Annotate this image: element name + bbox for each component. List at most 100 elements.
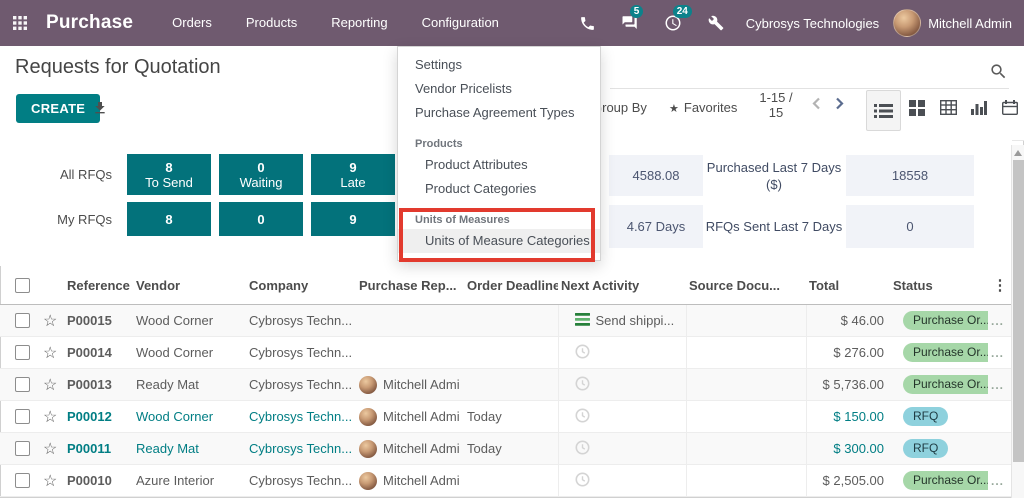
table-row[interactable]: ☆ P00011 Ready Mat Cybrosys Techn... Mitchel…	[0, 432, 1012, 465]
cell-company[interactable]: Cybrosys Techn...	[246, 368, 356, 401]
dropdown-item-vendor-pricelists[interactable]: Vendor Pricelists	[415, 81, 512, 96]
cell-reference[interactable]: P00011	[64, 432, 133, 465]
cell-status[interactable]: Purchase Or...	[890, 464, 988, 497]
cell-total[interactable]: $ 150.00	[805, 400, 890, 433]
cell-status[interactable]: Purchase Or...	[890, 305, 988, 337]
column-header-total[interactable]: Total	[806, 266, 890, 305]
cell-purchase-rep[interactable]	[356, 305, 464, 337]
column-header-purchase-rep[interactable]: Purchase Rep...	[356, 266, 464, 305]
group-by-button[interactable]: Group By	[592, 100, 647, 115]
cell-purchase-rep[interactable]: Mitchell Admi	[356, 464, 464, 497]
table-row[interactable]: ☆ P00013 Ready Mat Cybrosys Techn... Mitchel…	[0, 368, 1012, 401]
cell-company[interactable]: Cybrosys Techn...	[246, 400, 356, 433]
cell-source-document[interactable]	[685, 464, 806, 497]
apps-menu-icon[interactable]	[0, 0, 40, 46]
nav-menu-reporting[interactable]: Reporting	[331, 15, 388, 30]
pager-previous-icon[interactable]	[812, 97, 821, 115]
cell-total[interactable]: $ 46.00	[805, 304, 890, 337]
cell-purchase-rep[interactable]: Mitchell Admi	[356, 400, 464, 433]
cell-purchase-rep[interactable]: Mitchell Admi	[356, 368, 464, 401]
cell-next-activity[interactable]	[557, 432, 686, 465]
cell-reference[interactable]: P00010	[64, 464, 133, 497]
cell-vendor[interactable]: Azure Interior	[133, 464, 246, 497]
dropdown-item-product-categories[interactable]: Product Categories	[425, 181, 537, 196]
cell-vendor[interactable]: Wood Corner	[133, 336, 246, 369]
cell-order-deadline[interactable]	[464, 464, 558, 497]
row-star-icon[interactable]: ☆	[38, 432, 64, 465]
cell-next-activity[interactable]	[557, 464, 686, 497]
rfq-tile-waiting[interactable]: 0 Waiting	[219, 154, 303, 195]
column-header-status[interactable]: Status	[890, 266, 988, 305]
row-star-icon[interactable]: ☆	[43, 312, 58, 330]
cell-source-document[interactable]	[685, 400, 806, 433]
dropdown-item-units-of-measure-categories[interactable]: Units of Measure Categories	[398, 229, 600, 253]
nav-menu-products[interactable]: Products	[245, 15, 298, 30]
activities-clock-icon[interactable]: 24	[652, 0, 695, 46]
cell-purchase-rep[interactable]: Mitchell Admi	[356, 432, 464, 465]
cell-order-deadline[interactable]	[464, 368, 558, 401]
messages-icon[interactable]: 5	[609, 0, 652, 46]
cell-next-activity[interactable]: Send shippi...	[557, 304, 686, 337]
cell-total[interactable]: $ 2,505.00	[805, 464, 890, 497]
column-header-reference[interactable]: Reference	[64, 266, 133, 305]
view-switch-calendar-icon[interactable]	[1001, 100, 1019, 120]
cell-status[interactable]: RFQ	[890, 432, 988, 465]
search-icon[interactable]	[989, 62, 1008, 86]
cell-purchase-rep[interactable]	[356, 336, 464, 369]
cell-source-document[interactable]	[685, 432, 806, 465]
row-checkbox[interactable]	[15, 441, 30, 456]
my-rfqs-label[interactable]: My RFQs	[57, 211, 112, 227]
row-star-icon[interactable]: ☆	[38, 336, 64, 369]
cell-vendor[interactable]: Wood Corner	[133, 400, 246, 433]
row-star-icon[interactable]: ☆	[38, 400, 64, 433]
cell-company[interactable]: Cybrosys Techn...	[246, 432, 356, 465]
rfq-tile-late[interactable]: 9 Late	[311, 154, 395, 195]
cell-company[interactable]: Cybrosys Techn...	[246, 336, 356, 369]
cell-reference[interactable]: P00014	[64, 336, 133, 369]
scrollbar-thumb[interactable]	[1013, 160, 1024, 462]
column-header-source-docu[interactable]: Source Docu...	[686, 266, 806, 305]
cell-next-activity[interactable]	[557, 336, 686, 369]
cell-status[interactable]: Purchase Or...	[890, 336, 988, 369]
cell-source-document[interactable]	[685, 304, 806, 337]
cell-reference[interactable]: P00013	[64, 368, 133, 401]
cell-source-document[interactable]	[685, 368, 806, 401]
all-rfqs-label[interactable]: All RFQs	[60, 167, 112, 182]
tools-icon[interactable]	[695, 0, 738, 46]
select-all-checkbox[interactable]	[15, 277, 30, 293]
my-rfq-tile-waiting[interactable]: 0	[219, 202, 303, 236]
view-switch-chart-icon[interactable]	[971, 100, 987, 120]
cell-source-document[interactable]	[685, 336, 806, 369]
my-rfq-tile-to-send[interactable]: 8	[127, 202, 211, 236]
cell-order-deadline[interactable]	[464, 305, 558, 337]
row-star-icon[interactable]: ☆	[38, 368, 64, 401]
cell-vendor[interactable]: Wood Corner	[136, 313, 214, 328]
cell-total[interactable]: $ 276.00	[805, 336, 890, 369]
cell-order-deadline[interactable]: Today	[464, 432, 558, 465]
create-button[interactable]: CREATE	[16, 94, 101, 123]
company-name[interactable]: Cybrosys Technologies	[745, 15, 880, 31]
nav-menu-orders[interactable]: Orders	[172, 15, 212, 30]
cell-vendor[interactable]: Ready Mat	[133, 432, 246, 465]
view-switch-grid-icon[interactable]	[939, 99, 958, 120]
optional-columns-icon[interactable]: ⋮	[988, 266, 1012, 305]
table-row[interactable]: ☆ P00015 Wood Corner Cybrosys Techn... Send …	[0, 304, 1012, 337]
cell-total[interactable]: $ 5,736.00	[805, 368, 890, 401]
cell-order-deadline[interactable]: Today	[464, 400, 558, 433]
cell-reference[interactable]: P00015	[67, 313, 112, 328]
vertical-scrollbar[interactable]	[1011, 145, 1024, 498]
export-download-icon[interactable]	[92, 100, 108, 121]
row-checkbox[interactable]	[15, 345, 30, 360]
phone-icon[interactable]	[566, 0, 609, 46]
row-checkbox[interactable]	[15, 377, 30, 392]
user-avatar[interactable]	[893, 9, 922, 37]
cell-order-deadline[interactable]	[464, 336, 558, 369]
dropdown-item-purchase-agreement-types[interactable]: Purchase Agreement Types	[415, 105, 575, 120]
rfq-tile-to-send[interactable]: 8 To Send	[127, 154, 211, 195]
cell-vendor[interactable]: Ready Mat	[133, 368, 246, 401]
cell-status[interactable]: RFQ	[890, 400, 988, 433]
nav-menu-configuration[interactable]: Configuration	[421, 15, 499, 30]
row-checkbox[interactable]	[15, 409, 30, 424]
cell-company[interactable]: Cybrosys Techn...	[249, 313, 353, 328]
cell-company[interactable]: Cybrosys Techn...	[246, 464, 356, 497]
